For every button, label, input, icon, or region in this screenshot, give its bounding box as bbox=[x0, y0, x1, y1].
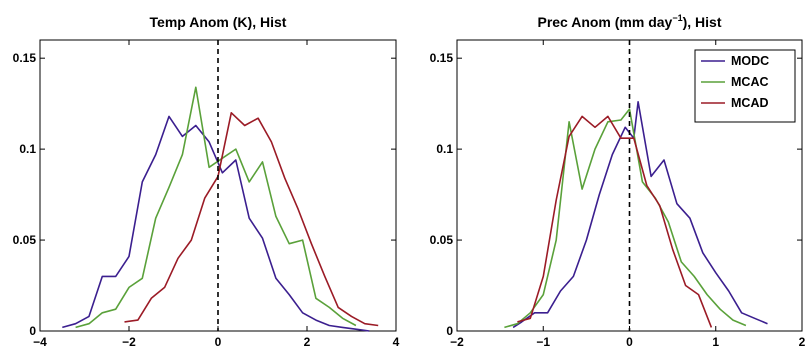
x-tick-label: −4 bbox=[33, 335, 47, 349]
x-tick-label: −1 bbox=[536, 335, 550, 349]
series-line-mcac bbox=[75, 86, 357, 329]
y-tick-label: 0 bbox=[29, 324, 36, 338]
chart-title: Prec Anom (mm day−1), Hist bbox=[537, 13, 721, 30]
chart-title-superscript: −1 bbox=[672, 13, 682, 23]
chart-panel-1: Temp Anom (K), Hist 0 0.05 0.1 0.15 −4 −2 0 2 4 bbox=[13, 14, 400, 349]
y-tick-label: 0.1 bbox=[19, 142, 36, 156]
y-tick-label: 0.15 bbox=[13, 51, 37, 65]
series-line-modc bbox=[512, 101, 768, 329]
x-tick-label: 4 bbox=[393, 335, 400, 349]
chart-title: Temp Anom (K), Hist bbox=[150, 14, 287, 30]
series-line-mcac bbox=[504, 108, 747, 329]
x-tick-label: 2 bbox=[799, 335, 806, 349]
x-tick-label: −2 bbox=[450, 335, 464, 349]
chart-title-main: Temp Anom (K), Hist bbox=[150, 14, 287, 30]
legend: MODC MCAC MCAD bbox=[694, 49, 796, 123]
y-tick-label: 0.05 bbox=[430, 233, 454, 247]
series-line-modc bbox=[62, 115, 370, 332]
chart-panel-2: Prec Anom (mm day−1), Hist00.050.10.15−2… bbox=[430, 13, 806, 349]
legend-label-mcac: MCAC bbox=[731, 75, 769, 89]
x-tick-label: 0 bbox=[215, 335, 222, 349]
legend-label-modc: MODC bbox=[731, 54, 769, 68]
legend-label-mcad: MCAD bbox=[731, 96, 769, 110]
x-tick-label: 0 bbox=[626, 335, 633, 349]
chart-title-tail: ), Hist bbox=[683, 14, 722, 30]
y-tick-label: 0 bbox=[446, 324, 453, 338]
y-tick-label: 0.1 bbox=[436, 142, 453, 156]
x-tick-label: 2 bbox=[304, 335, 311, 349]
series-line-mcad bbox=[124, 112, 379, 327]
y-tick-label: 0.05 bbox=[13, 233, 37, 247]
chart-title-main: Prec Anom (mm day bbox=[537, 14, 672, 30]
series-line-mcad bbox=[517, 115, 713, 328]
x-tick-label: −2 bbox=[122, 335, 136, 349]
y-tick-label: 0.15 bbox=[430, 51, 454, 65]
x-tick-label: 1 bbox=[712, 335, 719, 349]
legend-box bbox=[694, 49, 796, 123]
